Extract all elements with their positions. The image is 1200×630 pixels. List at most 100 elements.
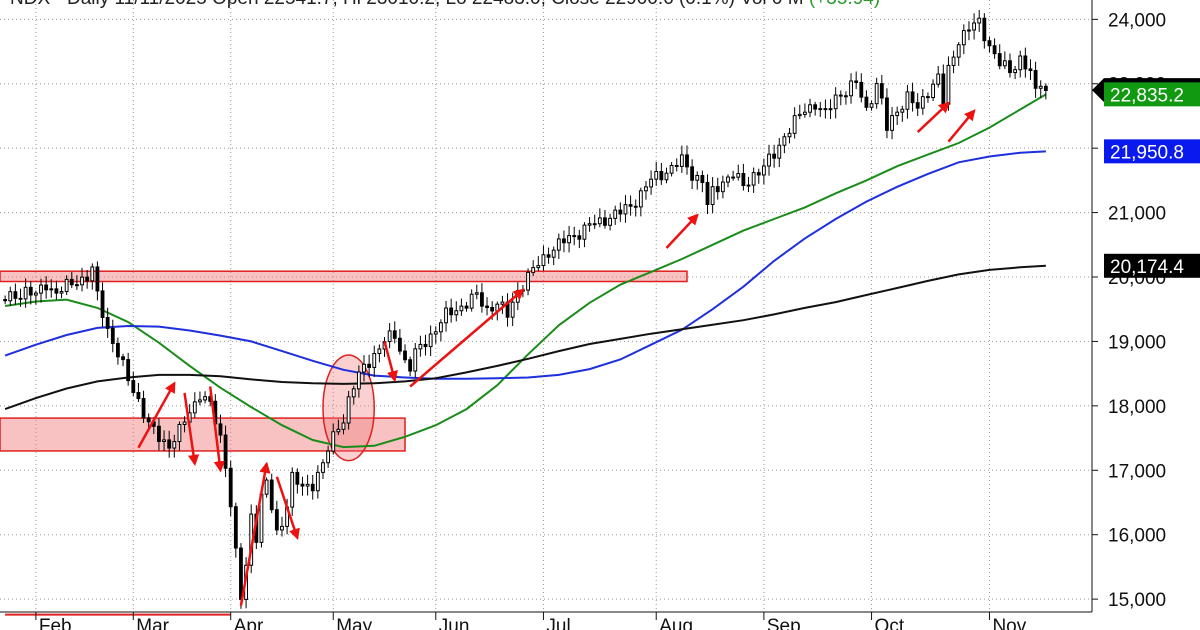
price-bar-body [972, 22, 976, 31]
price-bar [233, 502, 238, 558]
price-bar-body [920, 96, 925, 109]
trend-arrow [275, 476, 300, 541]
price-bar [890, 107, 894, 140]
price-bar [162, 430, 166, 451]
price-bar [905, 84, 910, 119]
trend-arrow [137, 381, 176, 449]
trend-arrow [239, 461, 271, 606]
price-bar-body [869, 103, 874, 108]
price-bar-body [356, 371, 361, 390]
price-bar [403, 344, 407, 364]
price-bar [480, 283, 484, 313]
price-bar [833, 87, 838, 119]
price-bar-body [290, 471, 295, 508]
moving-average-line [4, 93, 1047, 449]
price-bar [44, 276, 49, 299]
price-bar-body [695, 175, 700, 181]
price-bar-body [649, 178, 654, 188]
price-bar-body [592, 223, 597, 226]
price-bar-body [90, 266, 95, 282]
price-bar-body [679, 154, 684, 167]
trend-arrow [383, 341, 398, 383]
price-bar-body [895, 111, 900, 117]
price-bar-body [218, 423, 223, 436]
moving-average-layer [4, 93, 1047, 449]
price-bar-body [121, 356, 125, 361]
price-bar-body [474, 292, 479, 295]
price-badges-layer: 22,900.622,835.221,950.820,174.4 [1092, 78, 1200, 278]
price-bar-body [403, 350, 407, 361]
price-badge: 21,950.8 [1104, 139, 1200, 164]
price-bar [838, 90, 843, 106]
price-bar [577, 229, 582, 249]
price-bar-body [792, 115, 797, 134]
price-bar-body [264, 479, 269, 495]
price-bar-body [572, 235, 577, 238]
price-bar [95, 261, 100, 301]
price-bar [628, 195, 633, 216]
price-bar [356, 365, 361, 398]
x-tick-label: Apr [234, 616, 264, 630]
chart-header-change: (+35.94) [809, 0, 880, 9]
price-bar-body [705, 182, 710, 205]
price-bar [551, 246, 556, 266]
price-bar-body [633, 205, 638, 208]
price-bar [80, 267, 84, 292]
price-bar [300, 476, 305, 496]
price-badge: 20,174.4 [1104, 253, 1200, 278]
price-bar [618, 202, 623, 222]
price-bar [141, 390, 146, 423]
price-bar-body [13, 291, 18, 299]
price-bar [438, 319, 443, 342]
price-bar [802, 103, 807, 118]
price-bar [638, 187, 643, 217]
price-bar-body [761, 165, 766, 176]
price-bar-body [387, 330, 392, 343]
price-bar-body [182, 421, 187, 425]
price-bar [926, 92, 930, 103]
price-badge: 22,835.2 [1104, 82, 1200, 107]
price-bar-body [536, 265, 541, 269]
price-bar-body [756, 172, 761, 176]
price-bar [367, 354, 372, 378]
price-bar [956, 42, 961, 66]
price-bar [377, 344, 382, 363]
price-bar-body [900, 108, 905, 113]
price-bar-body [715, 186, 720, 193]
price-bar-body [310, 483, 315, 492]
price-bar-body [228, 467, 233, 508]
price-bar [110, 319, 115, 353]
price-bar [1028, 59, 1033, 80]
annotation-layer-front [137, 101, 976, 606]
price-bar [459, 298, 464, 316]
trend-arrow [916, 101, 951, 133]
price-bar-body [392, 330, 397, 339]
price-bar-body [59, 291, 64, 294]
price-bar [982, 13, 987, 49]
price-bar-body [315, 471, 320, 492]
price-bar [582, 222, 587, 248]
price-bar [726, 174, 730, 188]
price-bar-body [782, 136, 787, 146]
price-bar [444, 300, 448, 332]
moving-average-line [4, 150, 1046, 380]
price-bar [408, 356, 413, 377]
price-bar [731, 170, 736, 181]
y-tick-label: 19,000 [1108, 332, 1166, 353]
price-bar-body [367, 363, 372, 368]
x-tick-label: Sep [767, 616, 801, 630]
price-bar-body [8, 291, 13, 302]
price-bar-body [469, 293, 474, 309]
price-bar [18, 288, 23, 307]
price-bar-body [438, 322, 443, 333]
price-bar [500, 295, 505, 314]
price-bar-body [80, 276, 84, 286]
price-bar-body [741, 173, 746, 187]
price-bar-body [510, 301, 515, 318]
price-bar [556, 233, 561, 259]
price-bar [74, 275, 79, 290]
price-bar-body [295, 471, 300, 485]
price-bar [915, 93, 920, 117]
price-bar [623, 195, 628, 223]
price-bar [920, 89, 925, 115]
